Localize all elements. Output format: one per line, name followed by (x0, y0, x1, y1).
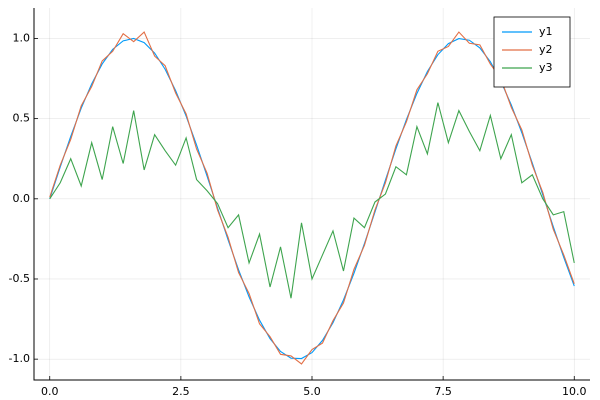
y-tick-label: 0.5 (13, 112, 31, 125)
series-line (49, 31, 575, 365)
x-tick-label: 0.0 (41, 385, 59, 398)
y-tick-label: 0.0 (13, 192, 31, 205)
y-tick-label: -1.0 (9, 352, 30, 365)
series-line (49, 102, 575, 299)
legend-label: y3 (539, 61, 553, 74)
x-tick-label: 10.0 (562, 385, 587, 398)
legend-label: y1 (539, 25, 553, 38)
axis-frame (33, 8, 590, 381)
y-tick-label: -0.5 (9, 272, 30, 285)
x-tick-label: 7.5 (434, 385, 452, 398)
x-tick-label: 5.0 (303, 385, 321, 398)
legend-label: y2 (539, 43, 553, 56)
legend-box (493, 16, 571, 88)
x-tick-label: 2.5 (172, 385, 190, 398)
y-tick-label: 1.0 (13, 31, 31, 44)
